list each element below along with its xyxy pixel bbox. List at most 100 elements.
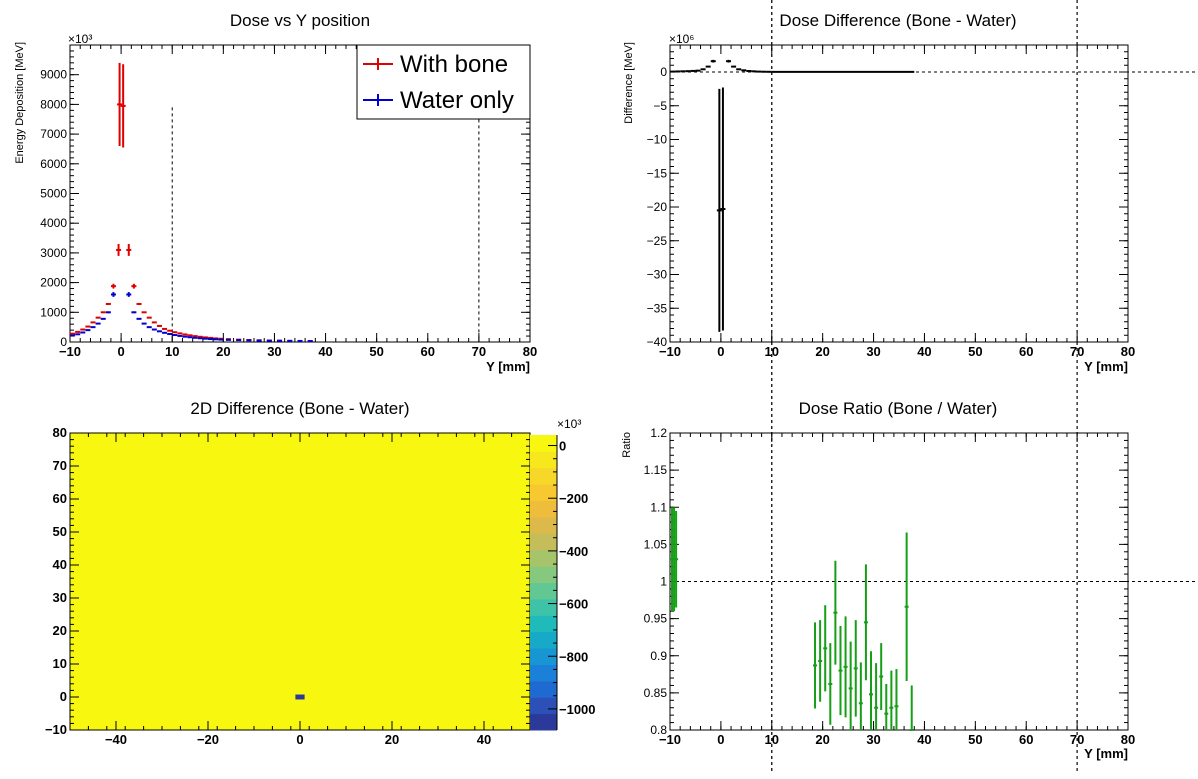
chart-title: Dose vs Y position	[230, 11, 370, 30]
colorbar-segment	[530, 500, 557, 518]
legend-label: Water only	[400, 87, 514, 114]
x-tick-label: −40	[105, 732, 127, 747]
data-point	[863, 564, 868, 681]
y-tick-label: 5000	[40, 187, 67, 201]
x-tick-label: 50	[968, 344, 982, 359]
y-tick-label: 1.15	[644, 463, 668, 477]
x-tick-label: 40	[917, 732, 931, 747]
y-tick-label: −20	[647, 200, 668, 214]
x-axis-label: Y [mm]	[1084, 359, 1128, 374]
x-tick-label: 40	[917, 344, 931, 359]
data-point	[710, 59, 716, 63]
x-tick-label: 70	[472, 344, 486, 359]
y-tick-label: 1.1	[650, 500, 667, 514]
pad-dose-vs-y: Dose vs Y position Energy Deposition [Me…	[14, 11, 537, 374]
plot-frame	[669, 44, 1129, 343]
x-tick-label: 40	[477, 732, 491, 747]
data-point	[858, 662, 863, 730]
colorbar-segment	[530, 631, 557, 649]
x-tick-label: 0	[117, 344, 124, 359]
data-point	[105, 311, 111, 314]
x-tick-label: 10	[765, 344, 779, 359]
x-tick-label: 20	[815, 732, 829, 747]
y-axis-label: Energy Deposition [MeV]	[14, 42, 26, 164]
chart-title: Dose Ratio (Bone / Water)	[799, 399, 998, 418]
y-tick-label: 8000	[40, 97, 67, 111]
data-point	[889, 670, 894, 730]
y-tick-label: 0	[60, 335, 67, 349]
x-tick-label: 20	[815, 344, 829, 359]
x-tick-label: 50	[369, 344, 383, 359]
data-point	[126, 243, 132, 256]
y-tick-label: −10	[45, 722, 67, 737]
data-point	[869, 651, 874, 730]
x-tick-label: −10	[59, 344, 81, 359]
data-point	[884, 683, 889, 730]
y-tick-label: −25	[647, 234, 668, 248]
legend-box	[356, 44, 531, 120]
x-tick-label: 10	[165, 344, 179, 359]
y-tick-label: 70	[53, 458, 67, 473]
data-point	[726, 59, 732, 63]
pad-dose-ratio: Dose Ratio (Bone / Water) Ratio Y [mm] −…	[621, 0, 1198, 774]
x-tick-label: −10	[659, 344, 681, 359]
colorbar-segment	[530, 435, 557, 452]
y-exponent-label: ×10⁶	[669, 32, 694, 46]
data-point	[136, 302, 142, 305]
data-point	[674, 510, 679, 608]
x-tick-label: 40	[318, 344, 332, 359]
y-tick-label: 20	[53, 623, 67, 638]
y-tick-label: 0.85	[644, 686, 668, 700]
x-axis-label: Y [mm]	[486, 359, 530, 374]
data-point	[720, 87, 726, 331]
x-tick-label: 20	[385, 732, 399, 747]
colorbar-segment	[530, 533, 557, 551]
x-tick-label: 70	[1070, 344, 1084, 359]
x-tick-label: 60	[1019, 344, 1033, 359]
y-tick-label: 80	[53, 425, 67, 440]
data-point	[843, 616, 848, 718]
colorbar-segment	[530, 664, 557, 682]
colorbar-segment	[530, 648, 557, 665]
data-point	[818, 620, 823, 702]
colorbar-segment	[530, 549, 557, 567]
data-point	[874, 663, 879, 730]
colorbar-segment	[530, 598, 557, 616]
x-tick-label: 80	[523, 344, 537, 359]
colorbar-segment	[530, 516, 557, 534]
data-point	[833, 560, 838, 665]
colorbar-tick-label: −600	[559, 597, 588, 612]
colorbar-segment	[530, 615, 557, 633]
colorbar-segment	[530, 680, 557, 698]
data-point	[131, 283, 137, 289]
y-tick-label: 3000	[40, 246, 67, 260]
colorbar-segment	[530, 484, 557, 502]
colorbar-segment	[530, 697, 557, 715]
data-point	[828, 643, 833, 725]
x-tick-label: 0	[717, 344, 724, 359]
series-with-bone	[70, 62, 313, 343]
x-tick-label: 20	[216, 344, 230, 359]
data-point	[909, 685, 914, 731]
y-tick-label: 4000	[40, 216, 67, 230]
data-point	[116, 243, 122, 256]
pad-2d-difference: 2D Difference (Bone - Water) ×10³ −40 −20…	[45, 399, 596, 747]
colorbar-tick-label: −1000	[559, 702, 596, 717]
y-tick-label: −10	[647, 133, 668, 147]
x-tick-label: 30	[866, 732, 880, 747]
series-water-only	[70, 292, 313, 343]
data-point	[126, 292, 132, 297]
x-tick-label: 0	[717, 732, 724, 747]
x-axis-label: Y [mm]	[1084, 746, 1128, 761]
x-tick-label: 30	[267, 344, 281, 359]
y-tick-label: −30	[647, 268, 668, 282]
y-tick-label: −35	[647, 301, 668, 315]
colorbar-exponent-label: ×10³	[557, 417, 581, 431]
data-point	[110, 283, 116, 289]
data-point	[838, 626, 843, 716]
y-axis-label: Ratio	[621, 432, 633, 458]
x-tick-label: −20	[197, 732, 219, 747]
data-point	[823, 605, 828, 692]
colorbar-segment	[530, 582, 557, 600]
